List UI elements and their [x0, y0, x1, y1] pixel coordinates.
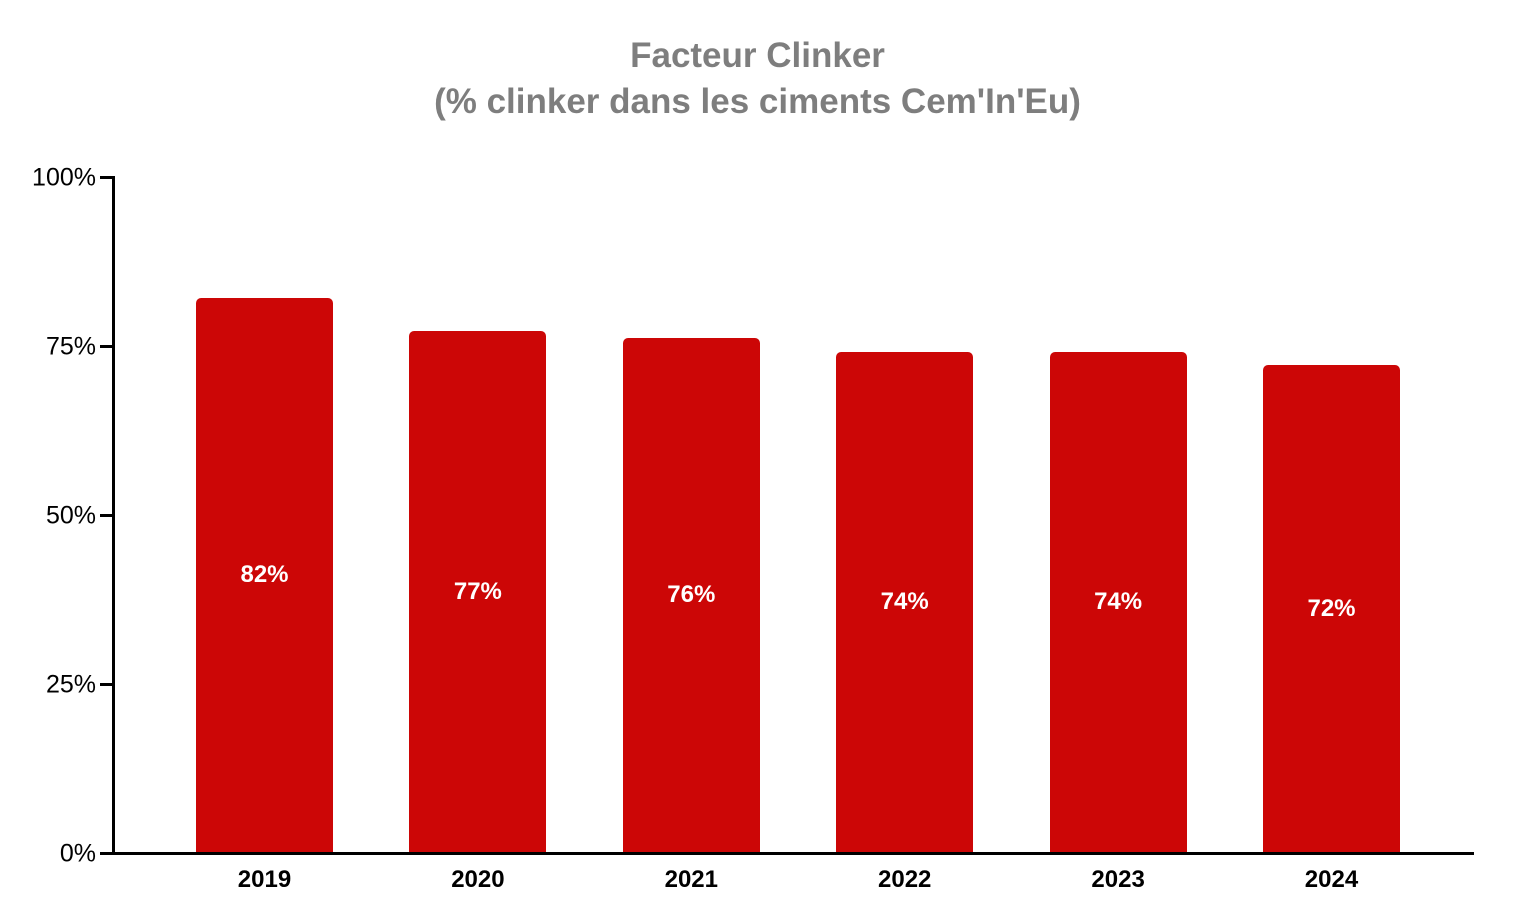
bar-value-label: 82%	[240, 560, 289, 588]
x-axis-label-2021: 2021	[664, 866, 718, 893]
y-axis-tick	[100, 176, 112, 179]
y-axis-tick	[100, 514, 112, 517]
chart-title-line1: Facteur Clinker	[630, 36, 885, 75]
y-tick-label: 25%	[45, 670, 96, 698]
bar-value-label: 76%	[667, 581, 716, 609]
y-axis-tick	[100, 345, 112, 348]
bar-value-label: 77%	[453, 577, 502, 605]
y-tick-label: 0%	[59, 839, 96, 867]
chart-title: Facteur Clinker (% clinker dans les cime…	[0, 33, 1515, 125]
bar-value-label: 74%	[880, 587, 929, 615]
bar-2021: 76%	[622, 338, 760, 852]
bar-2022: 74%	[836, 351, 974, 852]
bar-2019: 82%	[196, 297, 333, 852]
x-axis-label-2023: 2023	[1091, 866, 1145, 893]
x-axis-line	[112, 852, 1474, 855]
y-axis-tick	[100, 852, 112, 855]
x-axis-label-2020: 2020	[451, 866, 505, 893]
bar-2023: 74%	[1049, 351, 1187, 852]
bar-value-label: 72%	[1307, 594, 1356, 622]
y-tick-label: 50%	[45, 501, 96, 529]
chart-title-line2: (% clinker dans les ciments Cem'In'Eu)	[434, 82, 1081, 121]
x-axis-label-2019: 2019	[237, 866, 292, 893]
y-axis-line	[112, 176, 115, 855]
x-axis-label-2024: 2024	[1304, 866, 1359, 893]
y-tick-label: 75%	[45, 332, 96, 360]
y-tick-label: 100%	[32, 163, 96, 191]
bar-2024: 72%	[1263, 365, 1400, 852]
bar-value-label: 74%	[1094, 587, 1143, 615]
y-axis-tick	[100, 683, 112, 686]
x-axis-label-2022: 2022	[877, 866, 932, 893]
bar-2020: 77%	[409, 331, 547, 852]
